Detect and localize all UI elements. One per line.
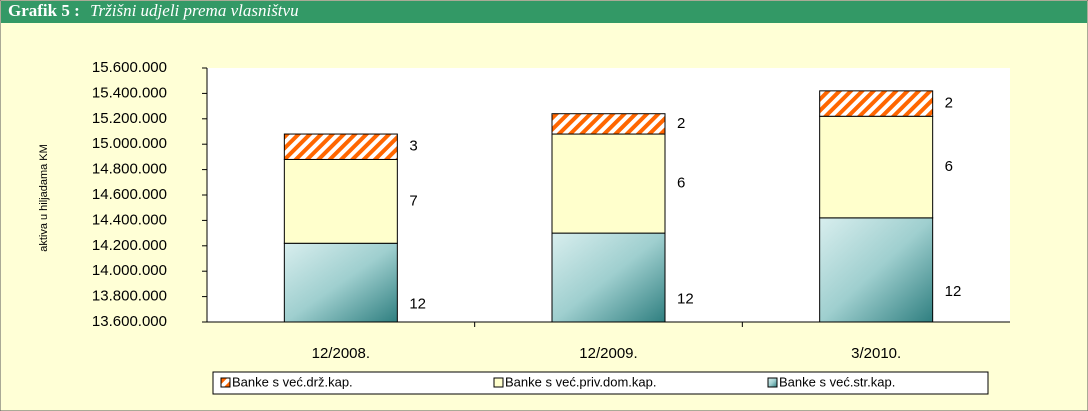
y-tick-label: 15.000.000 bbox=[92, 135, 167, 152]
share-label: 6 bbox=[677, 175, 685, 192]
y-tick-label: 15.600.000 bbox=[92, 59, 167, 76]
legend bbox=[212, 371, 989, 395]
share-label: 3 bbox=[409, 138, 417, 155]
bar-segment bbox=[551, 232, 666, 323]
legend-label: Banke s već.priv.dom.kap. bbox=[505, 374, 657, 389]
bar-segment bbox=[283, 133, 398, 160]
share-label: 12 bbox=[945, 283, 962, 300]
x-tick-label: 3/2010. bbox=[851, 345, 901, 362]
bar-segment bbox=[551, 133, 666, 234]
share-label: 7 bbox=[409, 192, 417, 209]
y-tick-label: 13.600.000 bbox=[92, 313, 167, 330]
bar-segment bbox=[283, 158, 398, 244]
bar-segment bbox=[551, 113, 666, 135]
legend-swatch bbox=[493, 377, 504, 388]
y-tick-label: 13.800.000 bbox=[92, 288, 167, 305]
share-label: 2 bbox=[677, 115, 685, 132]
y-tick-label: 14.600.000 bbox=[92, 186, 167, 203]
share-label: 12 bbox=[409, 296, 426, 313]
share-label: 12 bbox=[677, 291, 694, 308]
y-tick-label: 14.400.000 bbox=[92, 211, 167, 228]
y-tick-label: 14.000.000 bbox=[92, 262, 167, 279]
header-bar bbox=[1, 1, 1087, 23]
legend-label: Banke s već.drž.kap. bbox=[232, 374, 353, 389]
x-tick-label: 12/2009. bbox=[579, 345, 637, 362]
y-tick-label: 15.200.000 bbox=[92, 110, 167, 127]
legend-swatch bbox=[220, 377, 231, 388]
chart-label: Grafik 5 : bbox=[8, 1, 80, 20]
y-tick-label: 14.200.000 bbox=[92, 237, 167, 254]
x-tick-label: 12/2008. bbox=[312, 345, 370, 362]
share-label: 2 bbox=[945, 95, 953, 112]
share-label: 6 bbox=[945, 158, 953, 175]
y-axis-label: aktiva u hiljadama KM bbox=[38, 144, 50, 252]
y-tick-label: 14.800.000 bbox=[92, 161, 167, 178]
bar-segment bbox=[819, 115, 934, 219]
legend-swatch bbox=[767, 377, 778, 388]
legend-label: Banke s već.str.kap. bbox=[779, 374, 895, 389]
y-tick-label: 15.400.000 bbox=[92, 84, 167, 101]
bar-segment bbox=[283, 242, 398, 323]
bar-segment bbox=[819, 90, 934, 117]
chart-title: Tržišni udjeli prema vlasništvu bbox=[90, 1, 299, 20]
bar-segment bbox=[819, 217, 934, 323]
